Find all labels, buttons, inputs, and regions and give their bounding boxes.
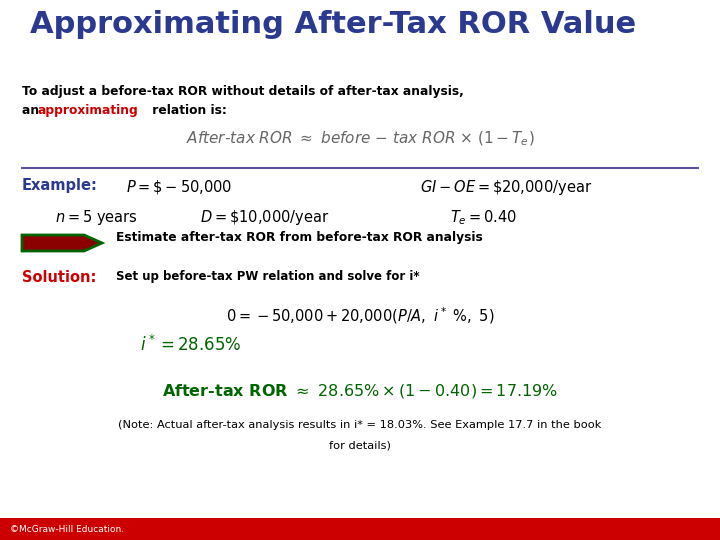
Text: Approximating After-Tax ROR Value: Approximating After-Tax ROR Value [30,10,636,39]
Text: $n = 5\ \mathrm{years}$: $n = 5\ \mathrm{years}$ [55,208,138,227]
Text: $T_e = 0.40$: $T_e = 0.40$ [450,208,517,227]
Text: approximating: approximating [38,104,139,117]
Text: Example:: Example: [22,178,98,193]
Text: $P = \$ - 50{,}000$: $P = \$ - 50{,}000$ [126,178,233,196]
Text: ©McGraw-Hill Education.: ©McGraw-Hill Education. [10,524,124,534]
Text: Estimate after-tax ROR from before-tax ROR analysis: Estimate after-tax ROR from before-tax R… [116,231,482,244]
Text: Set up before-tax PW relation and solve for i*: Set up before-tax PW relation and solve … [116,270,420,283]
Text: Solution:: Solution: [22,270,96,285]
Text: To adjust a before-tax ROR without details of after-tax analysis,: To adjust a before-tax ROR without detai… [22,85,464,98]
Text: (Note: Actual after-tax analysis results in i* = 18.03%. See Example 17.7 in the: (Note: Actual after-tax analysis results… [118,420,602,430]
Text: $D = \$10{,}000/\mathrm{year}$: $D = \$10{,}000/\mathrm{year}$ [200,208,329,227]
Text: $0 = -50{,}000 + 20{,}000(P/A,\ i^*\ \%,\ 5)$: $0 = -50{,}000 + 20{,}000(P/A,\ i^*\ \%,… [225,305,495,326]
Text: $GI - OE = \$20{,}000/\mathrm{year}$: $GI - OE = \$20{,}000/\mathrm{year}$ [420,178,592,197]
FancyArrow shape [22,235,102,251]
Bar [0,518,720,540]
Text: After-tax ROR $\approx$ $28.65\% \times (1 - 0.40) = 17.19\%$: After-tax ROR $\approx$ $28.65\% \times … [162,382,558,400]
Text: relation is:: relation is: [148,104,227,117]
Text: for details): for details) [329,440,391,450]
Text: After-tax ROR $\approx$ before $-$ tax ROR $\times$ $(1 - T_e)$: After-tax ROR $\approx$ before $-$ tax R… [186,130,534,148]
Text: $i^* = 28.65\%$: $i^* = 28.65\%$ [140,335,242,355]
Text: an: an [22,104,43,117]
